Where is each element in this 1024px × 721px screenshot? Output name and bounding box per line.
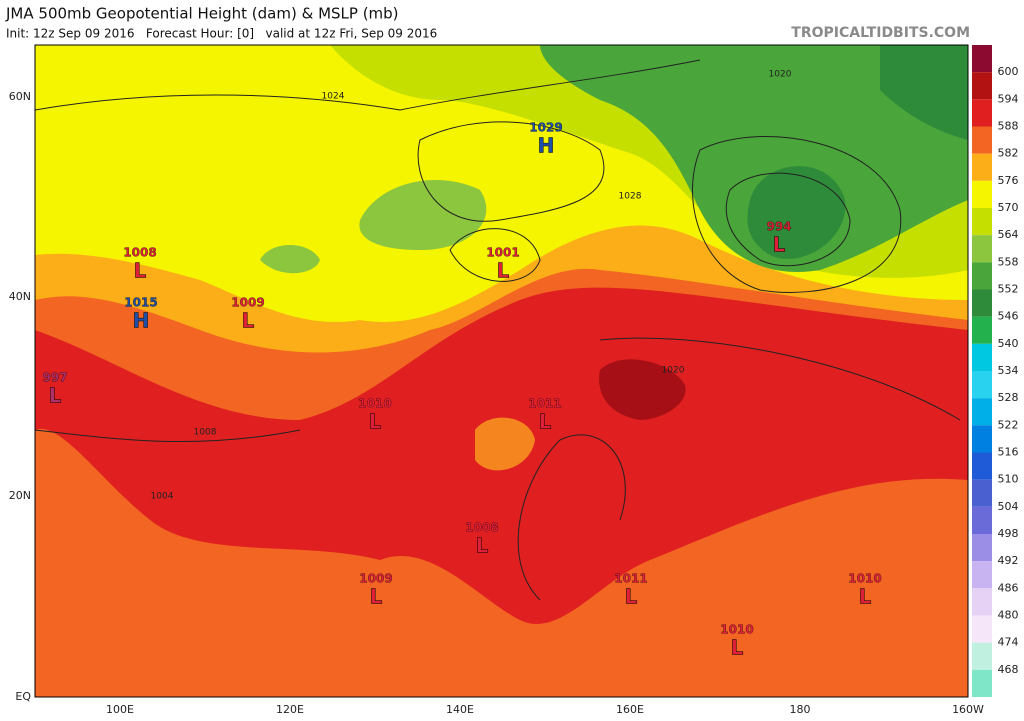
center-symbol: L [369, 410, 382, 434]
lon-label: 160E [616, 703, 644, 716]
map [34, 44, 969, 698]
center-value: 1009 [231, 296, 264, 310]
center-value: 997 [42, 371, 67, 385]
colorbar-swatch [972, 99, 992, 127]
colorbar-swatch [972, 45, 992, 73]
contour-label: 1020 [662, 366, 685, 376]
colorbar-label: 516 [998, 446, 1019, 459]
center-symbol: L [859, 585, 872, 609]
colorbar-swatch [972, 398, 992, 426]
lat-label: 40N [9, 290, 31, 303]
colorbar-swatch [972, 289, 992, 317]
contour-label: 1020 [769, 70, 792, 80]
center-symbol: L [497, 259, 510, 283]
center-value: 1015 [124, 296, 157, 310]
colorbar-swatch [972, 561, 992, 589]
colorbar-label: 504 [998, 500, 1019, 513]
lon-label: 160W [952, 703, 984, 716]
colorbar-swatch [972, 126, 992, 154]
colorbar-swatch [972, 642, 992, 670]
center-symbol: L [539, 410, 552, 434]
subtitle: Init: 12z Sep 09 2016 Forecast Hour: [0]… [6, 27, 437, 41]
colorbar-swatch [972, 72, 992, 100]
colorbar-swatch [972, 452, 992, 480]
colorbar-label: 594 [998, 92, 1019, 105]
colorbar-label: 600 [998, 65, 1019, 78]
colorbar-swatch [972, 235, 992, 263]
lon-label: 140E [446, 703, 474, 716]
colorbar-label: 582 [998, 147, 1019, 160]
colorbar-swatch [972, 479, 992, 507]
center-symbol: L [242, 309, 255, 333]
contour-label: 1004 [151, 492, 174, 502]
lat-label: EQ [15, 690, 31, 703]
center-symbol: L [625, 585, 638, 609]
colorbar-swatch [972, 425, 992, 453]
colorbar-label: 534 [998, 364, 1019, 377]
colorbar-swatch [972, 534, 992, 562]
colorbar-label: 576 [998, 174, 1019, 187]
lon-label: 100E [106, 703, 134, 716]
colorbar-swatch [972, 316, 992, 344]
colorbar-label: 564 [998, 228, 1019, 241]
contour-label: 1028 [619, 192, 642, 202]
colorbar-swatch [972, 343, 992, 371]
colorbar-swatch [972, 153, 992, 181]
colorbar-swatch [972, 262, 992, 290]
lon-label: 180 [790, 703, 811, 716]
lat-label: 60N [9, 90, 31, 103]
colorbar-label: 468 [998, 663, 1019, 676]
center-value: 1010 [358, 397, 391, 411]
center-value: 1011 [528, 397, 561, 411]
center-value: 1008 [465, 521, 498, 535]
colorbar-swatch [972, 506, 992, 534]
center-value: 1029 [529, 121, 562, 135]
colorbar-label: 522 [998, 418, 1019, 431]
colorbar-label: 528 [998, 391, 1019, 404]
colorbar-swatch [972, 588, 992, 616]
colorbar-label: 474 [998, 636, 1019, 649]
colorbar-swatch [972, 180, 992, 208]
colorbar-label: 486 [998, 581, 1019, 594]
colorbar-label: 546 [998, 310, 1019, 323]
center-value: 1008 [123, 246, 156, 260]
center-value: 994 [766, 220, 791, 234]
center-symbol: H [133, 309, 150, 333]
center-value: 1010 [720, 623, 753, 637]
center-symbol: H [538, 134, 555, 158]
colorbar-label: 540 [998, 337, 1019, 350]
contour-label: 1008 [194, 428, 217, 438]
center-value: 1011 [614, 572, 647, 586]
lat-label: 20N [9, 489, 31, 502]
lon-label: 120E [276, 703, 304, 716]
center-symbol: L [49, 384, 62, 408]
center-value: 1010 [848, 572, 881, 586]
colorbar-label: 498 [998, 527, 1019, 540]
colorbar-swatch [972, 615, 992, 643]
source: TROPICALTIDBITS.COM [791, 25, 970, 41]
colorbar-label: 510 [998, 473, 1019, 486]
title: JMA 500mb Geopotential Height (dam) & MS… [5, 5, 399, 23]
colorbar-label: 552 [998, 283, 1019, 296]
center-symbol: L [476, 534, 489, 558]
center-symbol: L [773, 233, 786, 257]
center-value: 1009 [359, 572, 392, 586]
colorbar-label: 558 [998, 255, 1019, 268]
colorbar-swatch [972, 208, 992, 236]
colorbar-label: 588 [998, 120, 1019, 133]
colorbar-swatch [972, 371, 992, 399]
colorbar-swatch [972, 669, 992, 697]
center-value: 1001 [486, 246, 519, 260]
center-symbol: L [134, 259, 147, 283]
colorbar-label: 480 [998, 609, 1019, 622]
colorbar-label: 492 [998, 554, 1019, 567]
center-symbol: L [731, 636, 744, 660]
contour-label: 1024 [322, 92, 345, 102]
colorbar-label: 570 [998, 201, 1019, 214]
center-symbol: L [370, 585, 383, 609]
